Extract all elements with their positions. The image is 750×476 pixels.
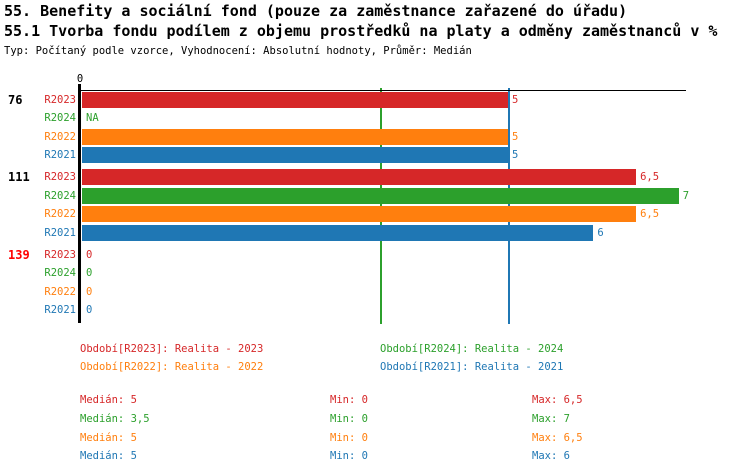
bar-value-label: 0 <box>86 248 93 261</box>
bar-value-label: 0 <box>86 304 93 316</box>
bar-row-label-R2023: R2023 <box>44 171 76 184</box>
stat-median-R2022: Medián: 5 <box>80 431 137 444</box>
bar-row-label-R2023: R2023 <box>44 94 76 106</box>
median-reference-line-R2021 <box>508 88 510 324</box>
legend-item-R2023: Období[R2023]: Realita - 2023 <box>80 343 264 355</box>
group-label: 76 <box>8 93 23 107</box>
legend-item-R2022: Období[R2022]: Realita - 2022 <box>80 361 264 373</box>
bar-row-label-R2024: R2024 <box>44 112 76 125</box>
stat-min-R2021: Min: 0 <box>330 450 368 463</box>
bar-value-label: 5 <box>512 130 519 143</box>
stat-max-R2023: Max: 6,5 <box>532 394 583 406</box>
report-meta-line: Typ: Počítaný podle vzorce, Vyhodnocení:… <box>4 45 472 57</box>
bar-value-label: 5 <box>512 149 519 162</box>
report-title-line1: 55. Benefity a sociální fond (pouze za z… <box>4 2 628 20</box>
bar-row-label-R2021: R2021 <box>44 304 76 316</box>
bar-value-label: 6 <box>597 226 604 239</box>
bar-value-label: 5 <box>512 94 519 106</box>
stat-max-R2021: Max: 6 <box>532 450 570 463</box>
stat-max-R2022: Max: 6,5 <box>532 431 583 444</box>
stat-min-R2024: Min: 0 <box>330 412 368 425</box>
bar-value-label: 6,5 <box>640 208 660 221</box>
stat-min-R2022: Min: 0 <box>330 431 368 444</box>
stat-median-R2021: Medián: 5 <box>80 450 137 463</box>
bar-R2021 <box>82 224 594 241</box>
legend-item-R2024: Období[R2024]: Realita - 2024 <box>380 343 564 355</box>
x-axis-zero-tick-label: 0 <box>76 73 84 85</box>
bar-row-label-R2023: R2023 <box>44 248 76 261</box>
bar-row-label-R2022: R2022 <box>44 130 76 143</box>
stat-median-R2023: Medián: 5 <box>80 394 137 406</box>
median-reference-line-R2024 <box>379 88 382 324</box>
bar-row-label-R2021: R2021 <box>44 149 76 162</box>
bar-R2023 <box>82 92 508 108</box>
bar-value-label: 0 <box>86 285 93 298</box>
bar-R2023 <box>82 169 637 186</box>
report-title-line2: 55.1 Tvorba fondu podílem z objemu prost… <box>4 22 718 40</box>
stat-min-R2023: Min: 0 <box>330 394 368 406</box>
stat-median-R2024: Medián: 3,5 <box>80 412 150 425</box>
bar-value-label: NA <box>86 112 99 125</box>
bar-R2022 <box>82 206 637 223</box>
bar-row-label-R2024: R2024 <box>44 267 76 280</box>
bar-row-label-R2022: R2022 <box>44 208 76 221</box>
bar-value-label: 0 <box>86 267 93 280</box>
legend-item-R2021: Období[R2021]: Realita - 2021 <box>380 361 564 373</box>
bar-value-label: 6,5 <box>640 171 660 184</box>
bar-R2022 <box>82 128 508 145</box>
group-label: 111 <box>8 170 30 185</box>
bar-row-label-R2022: R2022 <box>44 285 76 298</box>
bar-row-label-R2024: R2024 <box>44 189 76 202</box>
bar-R2024 <box>82 187 679 204</box>
group-label: 139 <box>8 247 30 262</box>
stat-max-R2024: Max: 7 <box>532 412 570 425</box>
bar-value-label: 7 <box>682 189 690 202</box>
bar-R2021 <box>82 147 508 164</box>
bar-row-label-R2021: R2021 <box>44 226 76 239</box>
y-axis-line <box>78 84 81 323</box>
x-axis-top-line <box>78 90 686 91</box>
